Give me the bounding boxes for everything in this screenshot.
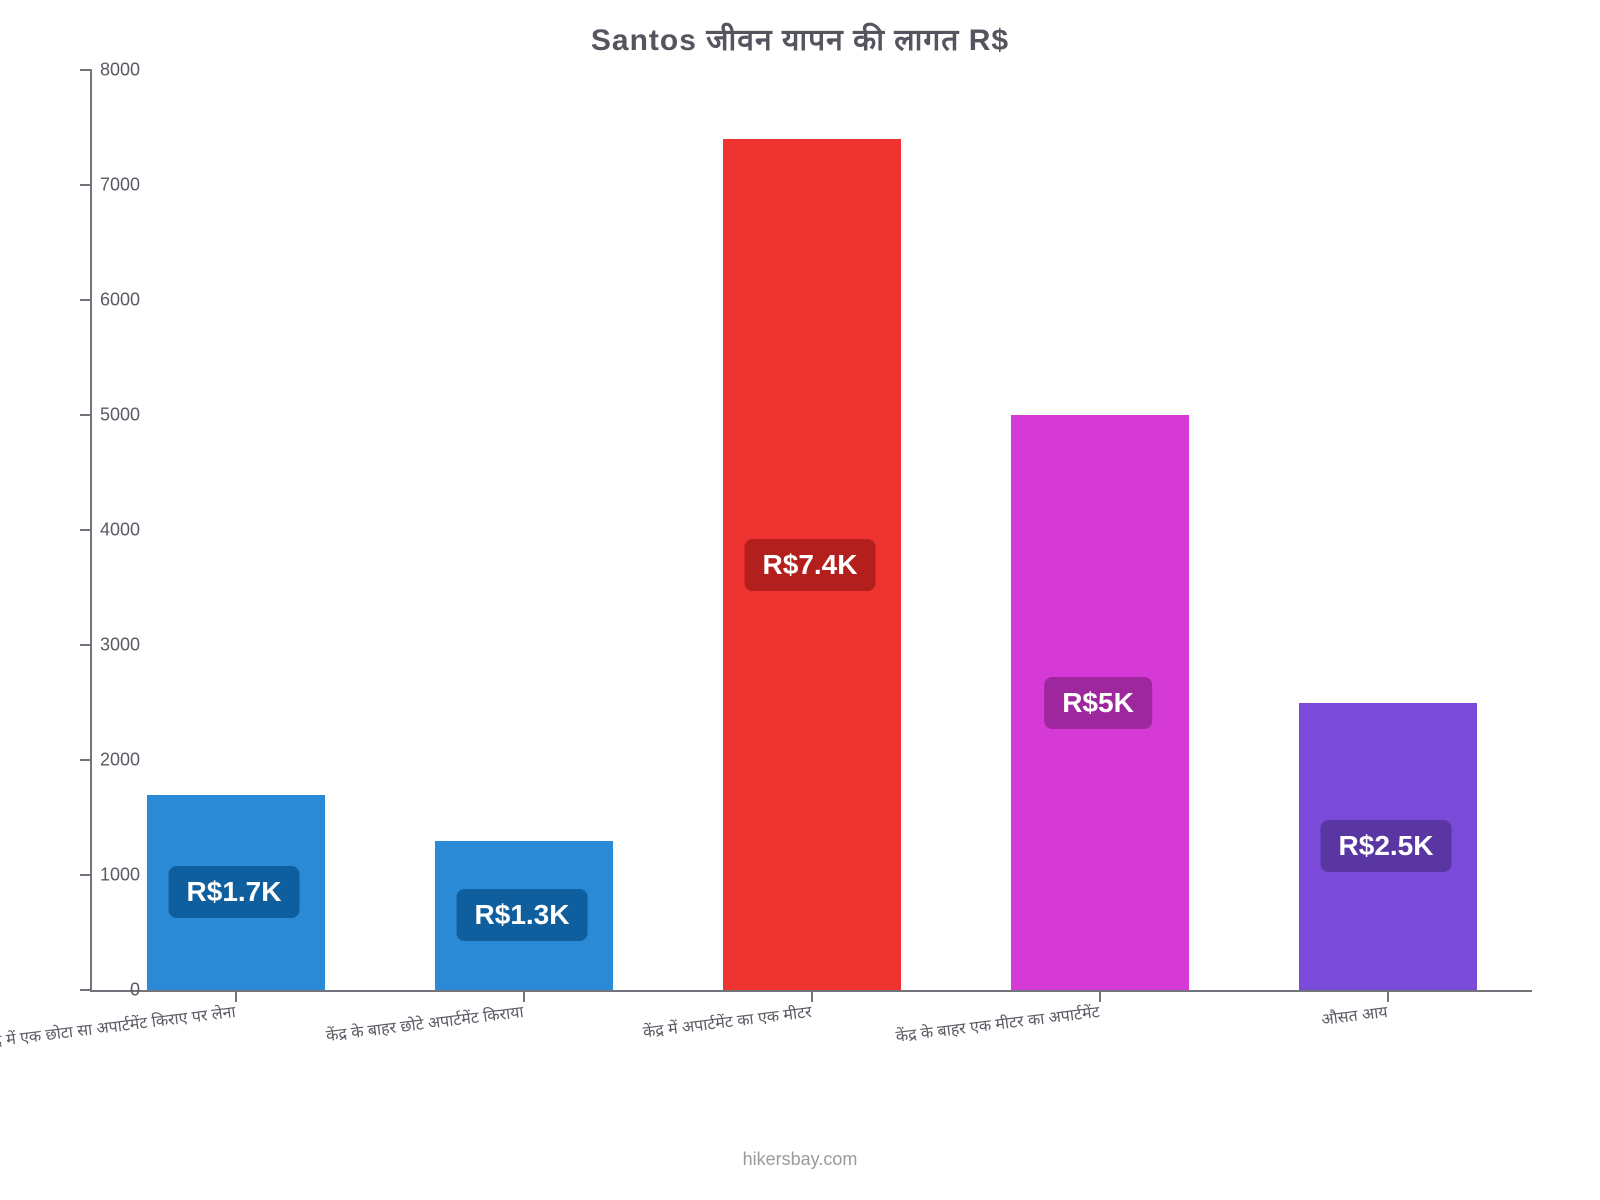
cost-of-living-bar-chart: Santos जीवन यापन की लागत R$ hikersbay.co… [0, 0, 1600, 1200]
plot-area [90, 70, 1532, 992]
y-tick [80, 759, 92, 761]
attribution-text: hikersbay.com [0, 1149, 1600, 1170]
x-tick [523, 990, 525, 1002]
y-tick [80, 644, 92, 646]
value-badge: R$5K [1044, 677, 1152, 729]
y-tick [80, 184, 92, 186]
x-tick [811, 990, 813, 1002]
chart-title: Santos जीवन यापन की लागत R$ [0, 18, 1600, 59]
y-tick [80, 529, 92, 531]
y-axis-label: 3000 [100, 635, 140, 656]
x-tick [235, 990, 237, 1002]
y-axis-label: 4000 [100, 520, 140, 541]
y-tick [80, 299, 92, 301]
y-axis-label: 0 [130, 980, 140, 1001]
y-axis-label: 6000 [100, 290, 140, 311]
value-badge: R$1.7K [169, 866, 300, 918]
y-tick [80, 69, 92, 71]
y-tick [80, 414, 92, 416]
y-tick [80, 874, 92, 876]
value-badge: R$1.3K [457, 889, 588, 941]
y-axis-label: 8000 [100, 60, 140, 81]
y-tick [80, 989, 92, 991]
y-axis-label: 1000 [100, 865, 140, 886]
x-tick [1099, 990, 1101, 1002]
value-badge: R$2.5K [1321, 820, 1452, 872]
y-axis-label: 5000 [100, 405, 140, 426]
y-axis-label: 2000 [100, 750, 140, 771]
x-tick [1387, 990, 1389, 1002]
y-axis-label: 7000 [100, 175, 140, 196]
value-badge: R$7.4K [745, 539, 876, 591]
